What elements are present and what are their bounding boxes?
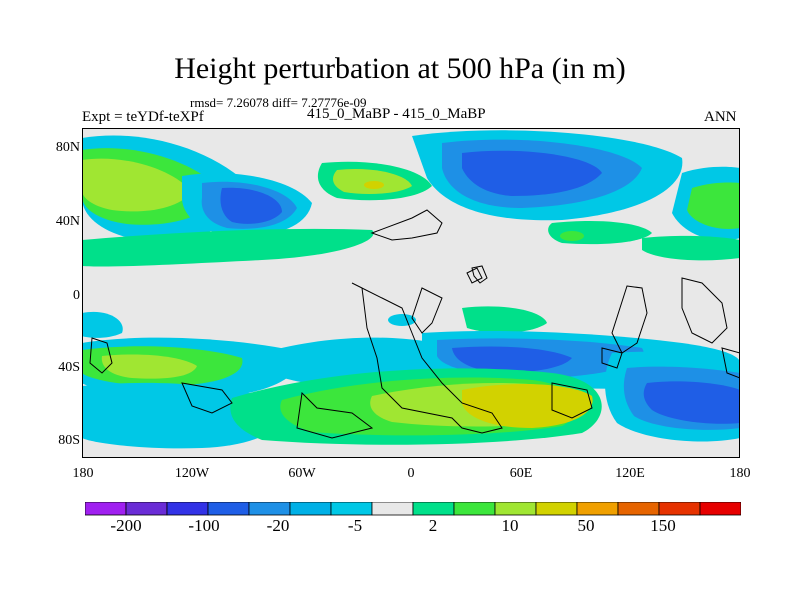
lon-tick-label: 120W: [174, 466, 210, 481]
colorbar-box: [125, 502, 168, 516]
height-perturbation-map: [82, 128, 740, 458]
colorbar-box: [166, 502, 209, 516]
colorbar-label: -200: [110, 516, 142, 535]
colorbar-label: -20: [266, 516, 290, 535]
rmsd-stats: rmsd= 7.26078 diff= 7.27776e-09: [190, 95, 367, 110]
colorbar-box: [453, 502, 496, 516]
colorbar-box: [535, 502, 578, 516]
lat-tick-label: 40N: [55, 214, 80, 229]
colorbar-box: [412, 502, 455, 516]
map-frame: [82, 128, 740, 458]
season-label: ANN: [704, 109, 737, 125]
continent-outline: [89, 209, 740, 439]
lon-tick-label: 120E: [615, 466, 645, 481]
lon-tick-label: 0: [407, 466, 415, 481]
colorbar-box: [289, 502, 332, 516]
colorbar-box: [494, 502, 537, 516]
plot-title: Height perturbation at 500 hPa (in m): [174, 52, 626, 85]
colorbar-label: 2: [428, 516, 438, 535]
experiment-label: Expt = teYDf-teXPf: [82, 109, 204, 125]
case-label: 415_0_MaBP - 415_0_MaBP: [307, 106, 486, 122]
lat-tick-label: 0: [73, 288, 80, 303]
lat-tick-label: 80S: [58, 433, 80, 448]
lon-tick-label: 180: [72, 466, 94, 481]
colorbar: [85, 502, 741, 516]
lat-tick-label: 40S: [58, 360, 80, 375]
colorbar-box: [85, 502, 127, 516]
colorbar-label: -100: [188, 516, 220, 535]
colorbar-box: [248, 502, 291, 516]
colorbar-box: [330, 502, 373, 516]
colorbar-label: 10: [501, 516, 519, 535]
lon-tick-label: 60E: [509, 466, 533, 481]
colorbar-box: [576, 502, 619, 516]
colorbar-box: [617, 502, 660, 516]
colorbar-label: 50: [577, 516, 595, 535]
colorbar-label: 150: [650, 516, 676, 535]
lon-tick-label: 180: [729, 466, 751, 481]
colorbar-box: [699, 502, 741, 516]
lon-tick-label: 60W: [288, 466, 316, 481]
colorbar-box: [658, 502, 701, 516]
colorbar-box: [371, 502, 414, 516]
colorbar-label: -5: [347, 516, 363, 535]
lat-tick-label: 80N: [55, 140, 80, 155]
contour-fill: [82, 130, 740, 449]
colorbar-box: [207, 502, 250, 516]
